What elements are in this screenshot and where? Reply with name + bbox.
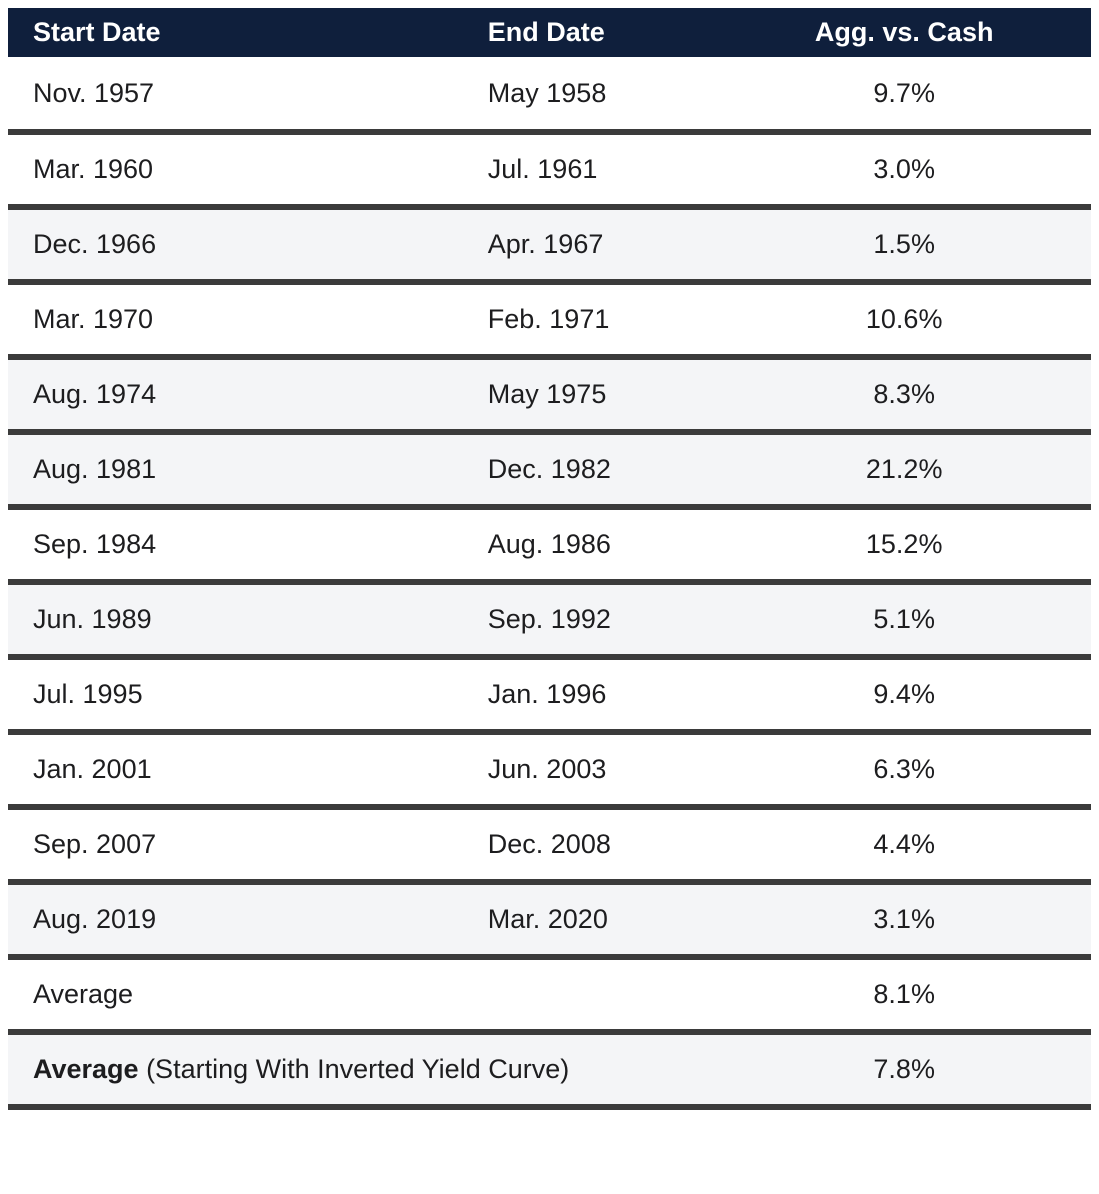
agg-vs-cash-cell: 6.3%	[717, 732, 1091, 810]
start-date-cell: Sep. 1984	[8, 507, 488, 585]
agg-vs-cash-cell: 9.7%	[717, 57, 1091, 135]
start-date-cell: Aug. 1981	[8, 432, 488, 510]
agg-vs-cash-cell: 15.2%	[717, 507, 1091, 585]
end-date-cell: May 1975	[487, 357, 718, 435]
agg-vs-cash-cell: 10.6%	[717, 282, 1091, 360]
table-row: Aug. 1974 May 1975 8.3%	[8, 357, 1091, 435]
end-date-cell: Apr. 1967	[487, 207, 718, 285]
average-label-cell: Average	[8, 957, 718, 1035]
start-date-cell: Mar. 1970	[8, 282, 488, 360]
start-date-cell: Mar. 1960	[8, 132, 488, 210]
average-inverted-label-cell: Average (Starting With Inverted Yield Cu…	[8, 1032, 718, 1110]
table-row: Jul. 1995 Jan. 1996 9.4%	[8, 657, 1091, 735]
agg-vs-cash-cell: 1.5%	[717, 207, 1091, 285]
table-row: Mar. 1960 Jul. 1961 3.0%	[8, 132, 1091, 210]
agg-vs-cash-cell: 21.2%	[717, 432, 1091, 510]
average-inverted-value-cell: 7.8%	[717, 1032, 1091, 1110]
start-date-cell: Aug. 1974	[8, 357, 488, 435]
start-date-cell: Sep. 2007	[8, 807, 488, 885]
table-row: Jun. 1989 Sep. 1992 5.1%	[8, 582, 1091, 660]
agg-vs-cash-table: Start Date End Date Agg. vs. Cash Nov. 1…	[8, 8, 1091, 1110]
start-date-cell: Jan. 2001	[8, 732, 488, 810]
end-date-cell: Jul. 1961	[487, 132, 718, 210]
agg-vs-cash-cell: 4.4%	[717, 807, 1091, 885]
table-row: Aug. 2019 Mar. 2020 3.1%	[8, 882, 1091, 960]
average-inverted-label-bold: Average	[33, 1054, 139, 1084]
column-header-end-date: End Date	[487, 8, 718, 57]
agg-vs-cash-cell: 5.1%	[717, 582, 1091, 660]
table-row: Mar. 1970 Feb. 1971 10.6%	[8, 282, 1091, 360]
table-row: Sep. 2007 Dec. 2008 4.4%	[8, 807, 1091, 885]
header-row: Start Date End Date Agg. vs. Cash	[8, 8, 1091, 57]
agg-vs-cash-table-container: Start Date End Date Agg. vs. Cash Nov. 1…	[8, 8, 1091, 1110]
table-row: Sep. 1984 Aug. 1986 15.2%	[8, 507, 1091, 585]
end-date-cell: Aug. 1986	[487, 507, 718, 585]
column-header-agg-vs-cash: Agg. vs. Cash	[717, 8, 1091, 57]
table-row: Aug. 1981 Dec. 1982 21.2%	[8, 432, 1091, 510]
agg-vs-cash-cell: 3.0%	[717, 132, 1091, 210]
end-date-cell: Dec. 1982	[487, 432, 718, 510]
end-date-cell: Feb. 1971	[487, 282, 718, 360]
start-date-cell: Nov. 1957	[8, 57, 488, 135]
end-date-cell: Sep. 1992	[487, 582, 718, 660]
end-date-cell: Mar. 2020	[487, 882, 718, 960]
end-date-cell: Dec. 2008	[487, 807, 718, 885]
end-date-cell: Jun. 2003	[487, 732, 718, 810]
average-value-cell: 8.1%	[717, 957, 1091, 1035]
agg-vs-cash-cell: 8.3%	[717, 357, 1091, 435]
column-header-start-date: Start Date	[8, 8, 488, 57]
table-row: Dec. 1966 Apr. 1967 1.5%	[8, 207, 1091, 285]
end-date-cell: May 1958	[487, 57, 718, 135]
start-date-cell: Aug. 2019	[8, 882, 488, 960]
start-date-cell: Jun. 1989	[8, 582, 488, 660]
start-date-cell: Jul. 1995	[8, 657, 488, 735]
agg-vs-cash-cell: 3.1%	[717, 882, 1091, 960]
start-date-cell: Dec. 1966	[8, 207, 488, 285]
table-row: Nov. 1957 May 1958 9.7%	[8, 57, 1091, 135]
agg-vs-cash-cell: 9.4%	[717, 657, 1091, 735]
average-inverted-label-suffix: (Starting With Inverted Yield Curve)	[138, 1054, 570, 1084]
end-date-cell: Jan. 1996	[487, 657, 718, 735]
table-row: Jan. 2001 Jun. 2003 6.3%	[8, 732, 1091, 810]
summary-row-average-inverted: Average (Starting With Inverted Yield Cu…	[8, 1032, 1091, 1110]
summary-row-average: Average 8.1%	[8, 957, 1091, 1035]
